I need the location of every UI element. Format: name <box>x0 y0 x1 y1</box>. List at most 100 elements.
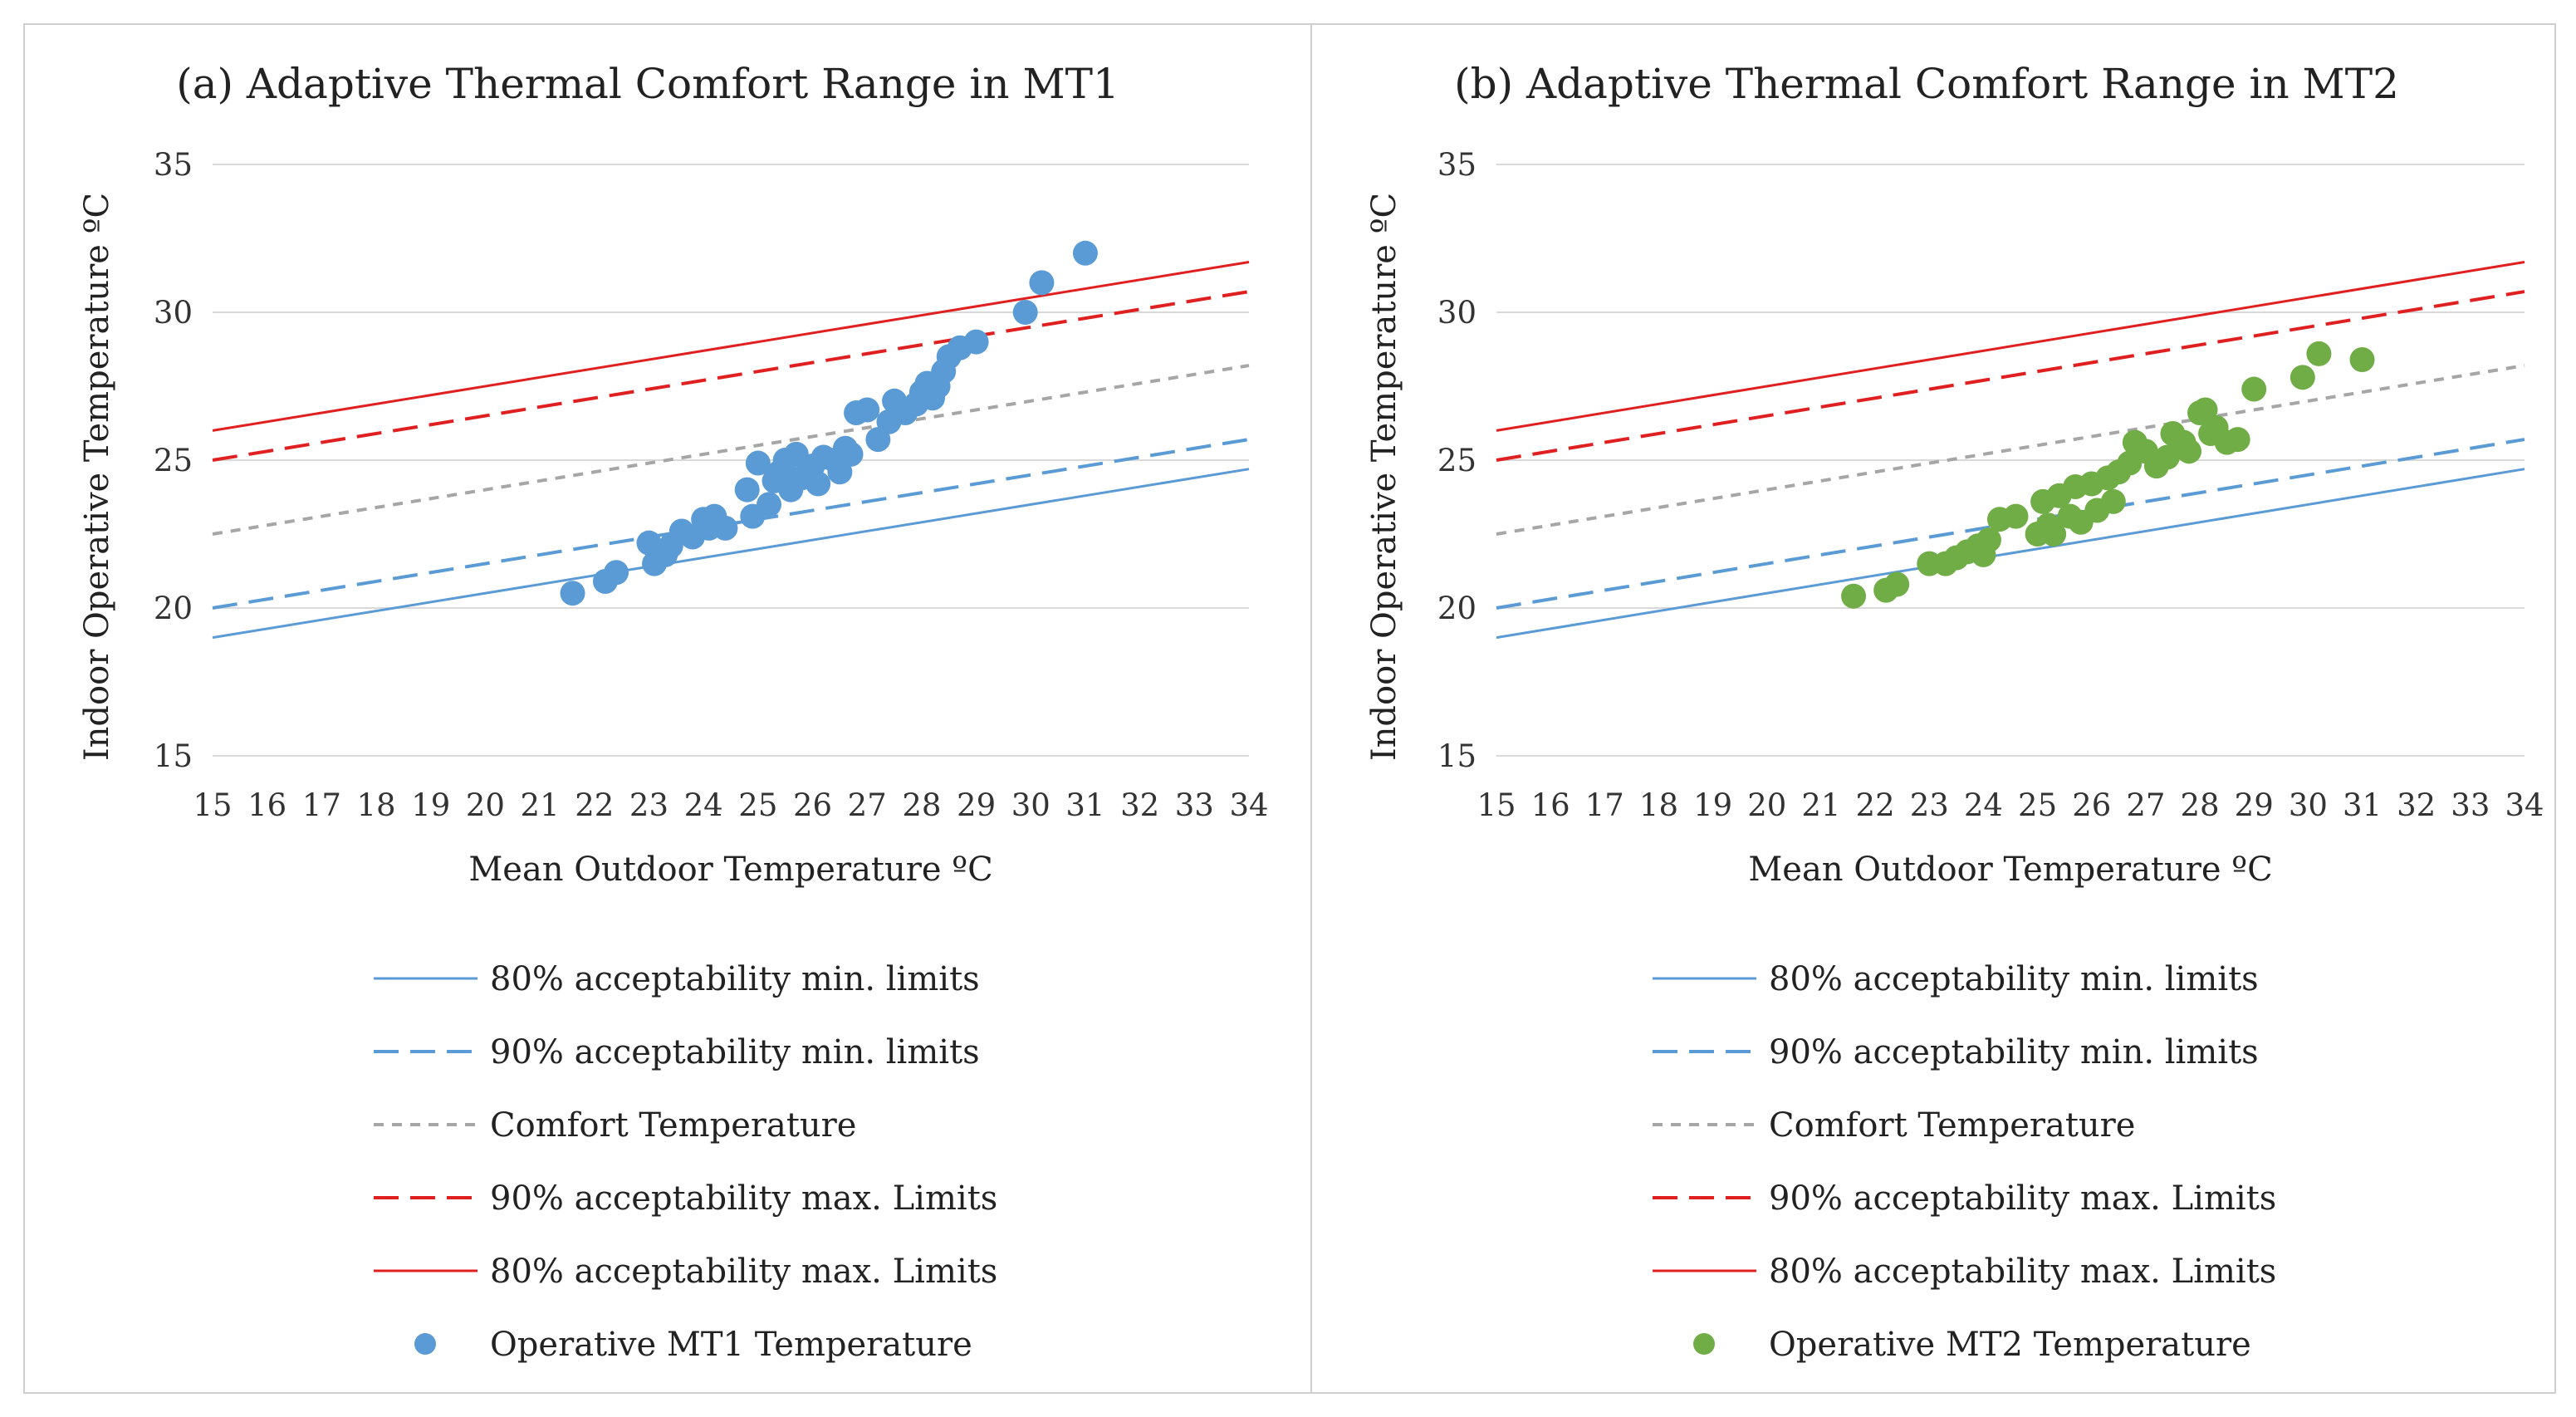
x-tick-label: 27 <box>2126 787 2165 823</box>
legend-label-3: 90% acceptability max. Limits <box>490 1179 997 1218</box>
chart-panel-a: (a) Adaptive Thermal Comfort Range in MT… <box>23 23 1312 1394</box>
data-point <box>1029 270 1055 296</box>
x-tick-label: 31 <box>2343 787 2382 823</box>
chart-b-svg: (b) Adaptive Thermal Comfort Range in MT… <box>1365 60 2544 1364</box>
x-tick-label: 34 <box>1229 787 1268 823</box>
x-tick-label: 33 <box>2451 787 2490 823</box>
x-tick-label: 29 <box>2235 787 2274 823</box>
series-line-4 <box>1496 260 2525 432</box>
data-point <box>2349 346 2375 372</box>
x-tick-label: 33 <box>1175 787 1214 823</box>
data-point <box>2306 341 2332 366</box>
y-tick-label: 30 <box>1437 295 1477 331</box>
x-tick-label: 30 <box>1011 787 1050 823</box>
legend-label-2: Comfort Temperature <box>490 1106 856 1145</box>
x-tick-label: 15 <box>1477 787 1516 823</box>
data-point <box>838 441 864 467</box>
x-tick-label: 26 <box>793 787 832 823</box>
data-point <box>560 581 585 606</box>
x-tick-label: 24 <box>1964 787 2003 823</box>
data-point <box>2177 439 2202 464</box>
x-tick-label: 16 <box>247 787 286 823</box>
x-tick-label: 30 <box>2289 787 2328 823</box>
data-point <box>1841 583 1867 609</box>
x-tick-label: 23 <box>1910 787 1949 823</box>
x-tick-label: 18 <box>1639 787 1678 823</box>
data-point <box>756 492 781 517</box>
data-point <box>1884 571 1910 597</box>
y-tick-label: 15 <box>1437 738 1477 774</box>
data-point <box>1976 527 2001 553</box>
x-axis-label: Mean Outdoor Temperature ºC <box>1748 851 2272 889</box>
x-tick-label: 17 <box>302 787 341 823</box>
series-line-2 <box>212 364 1250 536</box>
data-point <box>1072 240 1098 266</box>
y-tick-label: 20 <box>154 591 193 626</box>
legend-label-1: 90% acceptability min. limits <box>1769 1033 2259 1071</box>
data-point <box>2003 503 2029 529</box>
x-axis-label: Mean Outdoor Temperature ºC <box>468 851 992 889</box>
data-point <box>713 515 738 541</box>
data-point <box>1012 300 1038 325</box>
x-tick-label: 29 <box>957 787 996 823</box>
x-tick-label: 25 <box>738 787 777 823</box>
y-tick-label: 15 <box>154 738 193 774</box>
x-tick-label: 31 <box>1065 787 1104 823</box>
x-tick-label: 20 <box>1747 787 1786 823</box>
legend-label-4: 80% acceptability max. Limits <box>1769 1253 2276 1291</box>
x-tick-label: 20 <box>466 787 505 823</box>
x-tick-label: 32 <box>1120 787 1159 823</box>
y-axis-label: Indoor Operative Temperature ºC <box>1365 193 1403 761</box>
y-axis-label: Indoor Operative Temperature ºC <box>78 193 116 761</box>
x-tick-label: 18 <box>357 787 396 823</box>
x-tick-label: 17 <box>1585 787 1624 823</box>
y-tick-label: 20 <box>1437 591 1477 626</box>
data-point <box>2041 522 2067 547</box>
x-tick-label: 19 <box>1693 787 1732 823</box>
legend-label-0: 80% acceptability min. limits <box>490 960 980 998</box>
x-tick-label: 34 <box>2505 787 2544 823</box>
data-point <box>745 450 771 476</box>
series-line-0 <box>212 468 1250 640</box>
series-line-4 <box>212 260 1250 432</box>
data-point <box>963 329 989 355</box>
y-tick-label: 35 <box>154 147 193 183</box>
x-tick-label: 28 <box>2181 787 2220 823</box>
data-point <box>734 477 760 503</box>
legend-label-1: 90% acceptability min. limits <box>490 1033 980 1071</box>
legend-swatch-points <box>1693 1333 1715 1355</box>
x-tick-label: 22 <box>1856 787 1895 823</box>
series-line-0 <box>1496 468 2525 640</box>
legend-label-points: Operative MT1 Temperature <box>490 1326 972 1364</box>
y-tick-label: 30 <box>154 295 193 331</box>
data-point <box>2290 365 2315 390</box>
legend-swatch-points <box>414 1333 436 1355</box>
legend-label-4: 80% acceptability max. Limits <box>490 1253 997 1291</box>
x-tick-label: 25 <box>2018 787 2057 823</box>
data-point <box>2100 488 2126 514</box>
x-tick-label: 15 <box>193 787 232 823</box>
legend-label-points: Operative MT2 Temperature <box>1769 1326 2251 1364</box>
x-tick-label: 32 <box>2397 787 2436 823</box>
data-point <box>604 560 629 586</box>
legend-label-2: Comfort Temperature <box>1769 1106 2135 1145</box>
x-tick-label: 21 <box>1801 787 1840 823</box>
data-point <box>2225 427 2250 453</box>
data-point <box>855 397 880 423</box>
x-tick-label: 23 <box>629 787 668 823</box>
data-point <box>2154 444 2180 470</box>
x-tick-label: 26 <box>2072 787 2111 823</box>
chart-title: (b) Adaptive Thermal Comfort Range in MT… <box>1454 60 2399 108</box>
series-line-3 <box>1496 290 2525 462</box>
data-point <box>2241 376 2267 402</box>
x-tick-label: 28 <box>902 787 941 823</box>
y-tick-label: 25 <box>154 443 193 478</box>
x-tick-label: 24 <box>684 787 723 823</box>
x-tick-label: 27 <box>848 787 887 823</box>
legend-label-0: 80% acceptability min. limits <box>1769 960 2259 998</box>
data-point <box>806 471 831 497</box>
series-line-2 <box>1496 364 2525 536</box>
chart-panel-b: (b) Adaptive Thermal Comfort Range in MT… <box>1310 23 2556 1394</box>
x-tick-label: 16 <box>1531 787 1570 823</box>
series-line-3 <box>212 290 1250 462</box>
